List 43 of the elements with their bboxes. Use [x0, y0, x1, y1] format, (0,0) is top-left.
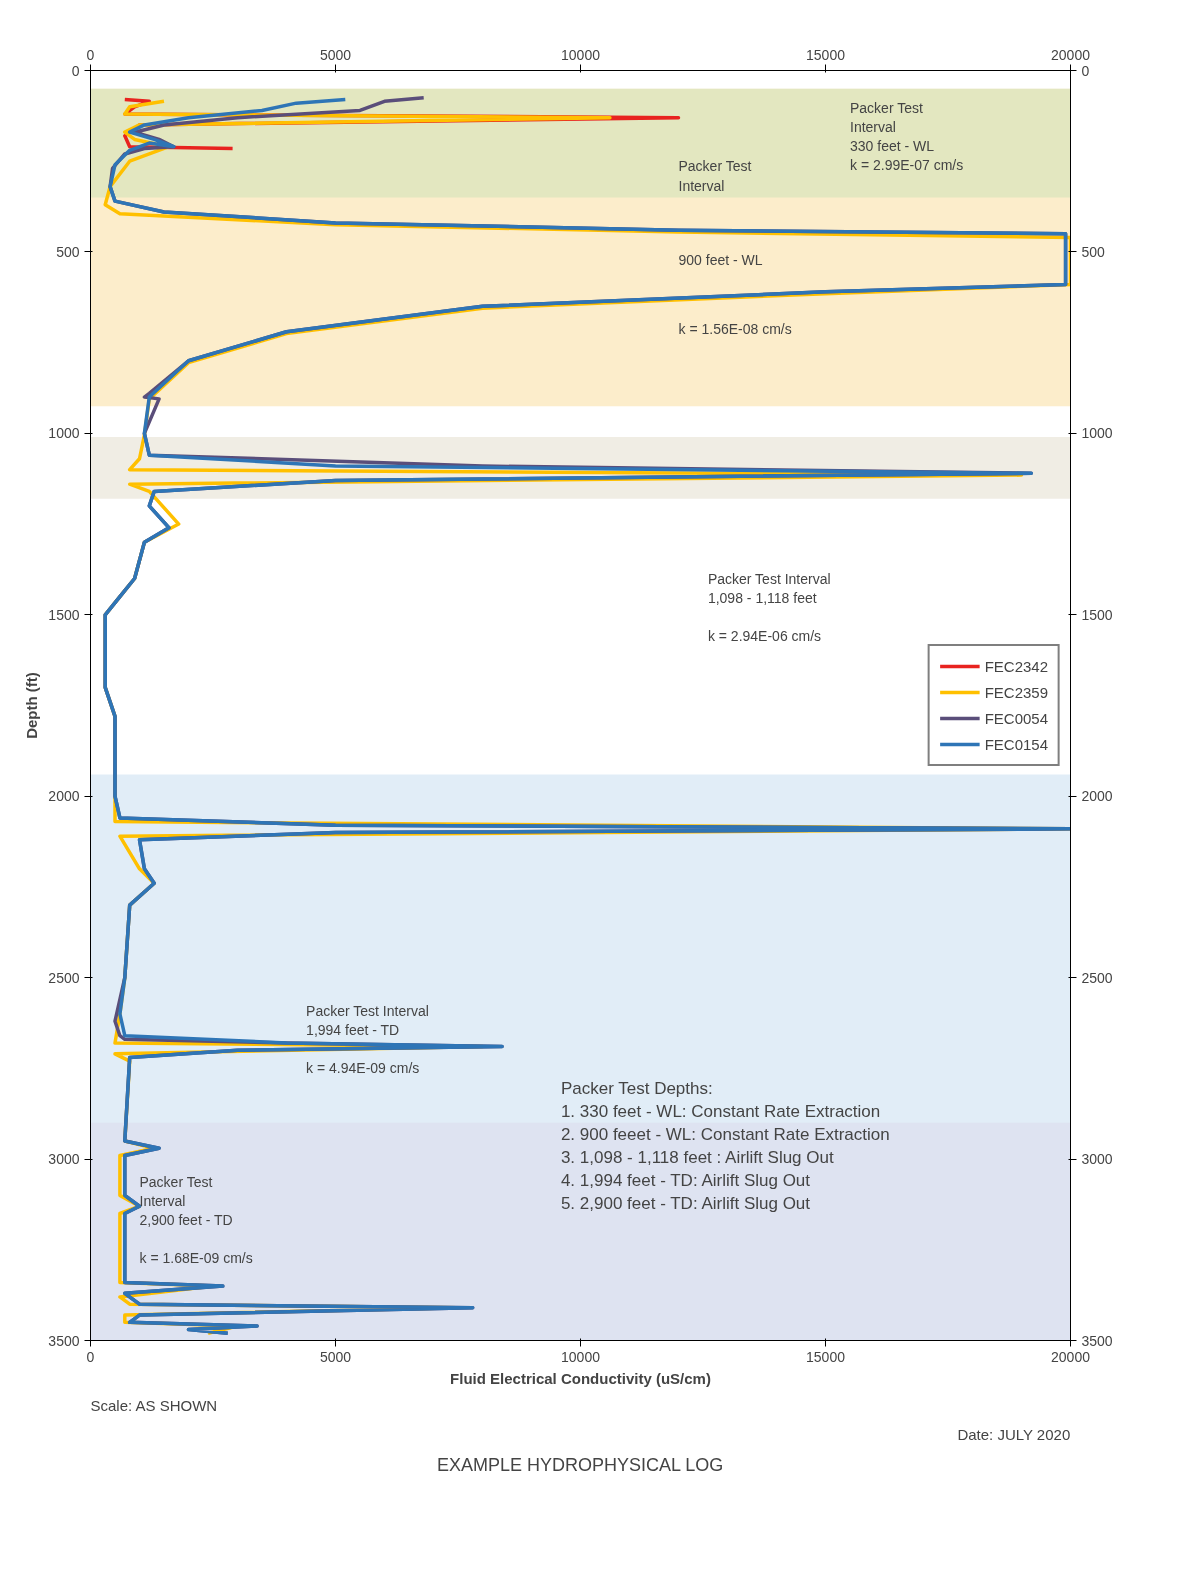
- text: Packer Test Interval 2,900 feet - TD k = 1.68E-09 cm/s: [139, 1173, 253, 1266]
- text: Scale: AS SHOWN: [90, 1396, 218, 1414]
- x-tick-label: 15000: [806, 46, 846, 63]
- legend-label: FEC2359: [984, 683, 1048, 701]
- y2-tick-label: 0: [1081, 62, 1090, 79]
- legend-label: FEC0154: [984, 735, 1048, 753]
- annotation: Packer Test Depths: 1. 330 feet - WL: Constant Rate Extraction 2. 900 feeet - WL: Constant Rate Extraction 3. 1,098 - 1,118 feet : Airlift Slug Out 4. 1,994 feet - TD: Airlift Slug Out 5. 2,900 feet - TD: Airlift Slug Out: [560, 1079, 890, 1214]
- x2-tick-label: 5000: [319, 1348, 352, 1365]
- y2-tick-label: 3000: [1081, 1151, 1113, 1168]
- y-tick-label: 3500: [48, 1332, 80, 1349]
- x-tick-label: 5000: [319, 46, 352, 63]
- y2-tick-label: 1000: [1081, 425, 1113, 442]
- y-axis-title: Depth (ft): [23, 672, 41, 739]
- y2-tick-label: 2500: [1081, 969, 1113, 986]
- x-tick-label: 10000: [561, 46, 601, 63]
- x-tick-label: 20000: [1051, 46, 1091, 63]
- x2-tick-label: 15000: [806, 1348, 846, 1365]
- x2-tick-label: 20000: [1051, 1348, 1091, 1365]
- y-tick-label: 2000: [48, 788, 80, 805]
- annotation: Packer Test Interval: [678, 157, 752, 194]
- text: Date: JULY 2020: [957, 1425, 1071, 1443]
- y-tick-label: 1500: [48, 606, 80, 623]
- text: Packer Test Interval 1,098 - 1,118 feet k = 2.94E-06 cm/s: [707, 571, 831, 645]
- y-tick-label: 1000: [48, 425, 80, 442]
- text: Packer Test Interval 1,994 feet - TD k = 4.94E-09 cm/s: [306, 1003, 429, 1077]
- y-tick-label: 3000: [48, 1151, 80, 1168]
- y-tick-label: 0: [71, 62, 80, 79]
- y-tick-label: 500: [56, 243, 80, 260]
- y2-tick-label: 500: [1081, 243, 1106, 260]
- x2-tick-label: 10000: [561, 1348, 601, 1365]
- annotation: 900 feet - WL: [678, 251, 763, 268]
- y2-tick-label: 1500: [1081, 606, 1113, 623]
- y2-tick-label: 2000: [1081, 788, 1113, 805]
- x2-tick-label: 0: [86, 1348, 95, 1365]
- annotation: Packer Test Interval 330 feet - WL k = 2.99E-07 cm/s: [850, 99, 964, 173]
- legend-label: FEC2342: [984, 657, 1048, 675]
- legend-label: FEC0054: [984, 709, 1048, 727]
- y2-tick-label: 3500: [1081, 1332, 1113, 1349]
- x-axis-title: Fluid Electrical Conductivity (uS/cm): [450, 1369, 711, 1387]
- y-tick-label: 2500: [48, 969, 80, 986]
- x-tick-label: 0: [86, 46, 95, 63]
- text: EXAMPLE HYDROPHYSICAL LOG: [436, 1454, 724, 1475]
- annotation: k = 1.56E-08 cm/s: [678, 320, 792, 337]
